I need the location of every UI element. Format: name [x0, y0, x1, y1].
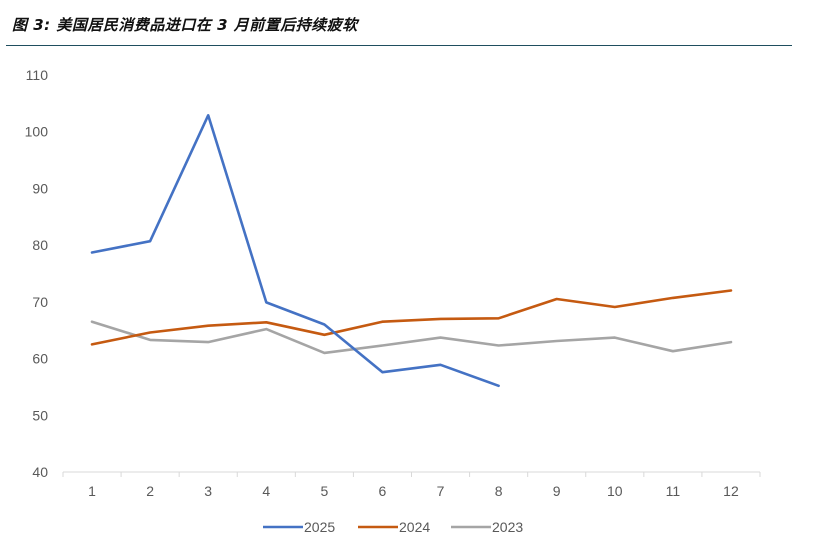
x-tick-label: 9: [553, 483, 561, 499]
x-tick-label: 1: [88, 483, 96, 499]
series-line-2025: [90, 114, 500, 388]
x-tick-label: 2: [146, 483, 154, 499]
x-tick-label: 11: [666, 483, 681, 499]
x-tick-label: 12: [723, 483, 739, 499]
y-tick-label: 100: [25, 124, 49, 140]
y-tick-label: 80: [32, 237, 48, 253]
x-tick-label: 4: [262, 483, 270, 499]
x-tick-label: 8: [495, 483, 503, 499]
legend-label-2023: 2023: [492, 519, 523, 535]
series-line-2024: [90, 289, 733, 346]
y-tick-label: 40: [32, 464, 48, 480]
figure-title: 图 3: 美国居民消费品进口在 3 月前置后持续疲软: [12, 16, 358, 34]
y-tick-label: 50: [32, 407, 48, 423]
series-line-2023: [90, 320, 733, 355]
chart-legend: 2025 2024 2023: [263, 519, 523, 535]
figure-header: 图 3: 美国居民消费品进口在 3 月前置后持续疲软: [6, 8, 792, 46]
y-tick-label: 90: [32, 180, 48, 196]
y-tick-label: 60: [32, 351, 48, 367]
legend-label-2025: 2025: [304, 519, 335, 535]
y-tick-label: 70: [32, 294, 48, 310]
x-tick-label: 7: [437, 483, 445, 499]
series-layer: [90, 114, 733, 388]
x-tick-label: 3: [204, 483, 212, 499]
y-tick-label: 110: [26, 67, 49, 83]
x-tick-label: 10: [607, 483, 623, 499]
x-tick-label: 5: [320, 483, 328, 499]
legend-label-2024: 2024: [399, 519, 430, 535]
x-tick-label: 6: [379, 483, 387, 499]
